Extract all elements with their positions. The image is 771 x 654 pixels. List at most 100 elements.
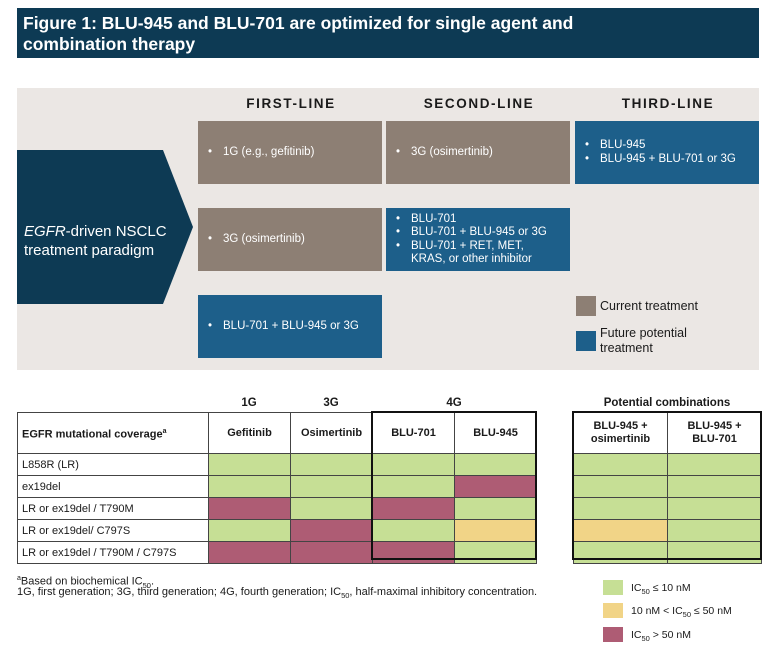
row-label: LR or ex19del / T790M <box>17 497 209 520</box>
coverage-cell-blu-945 <box>454 453 537 476</box>
box-bullet: 3G (osimertinib) <box>208 233 305 247</box>
combo-row <box>573 453 762 476</box>
combo-cell-blu945-osimertinib <box>573 541 668 564</box>
coverage-cell-gefitinib <box>208 453 291 476</box>
group-label-3g: 3G <box>323 397 339 409</box>
header-blu945-osimertinib: BLU-945 + osimertinib <box>573 412 668 454</box>
combo-row <box>573 519 762 542</box>
footnote-a: aBased on biochemical IC50. <box>17 575 154 590</box>
table-row: LR or ex19del / T790M / C797S <box>17 541 537 564</box>
combo-row <box>573 541 762 564</box>
combo-cell-blu945-osimertinib <box>573 475 668 498</box>
coverage-cell-gefitinib <box>208 475 291 498</box>
combo-cell-blu945-osimertinib <box>573 497 668 520</box>
box-bullet: BLU-701 + RET, MET, <box>396 240 547 254</box>
row-label: L858R (LR) <box>17 453 209 476</box>
box-bullet: BLU-701 + BLU-945 or 3G <box>396 226 547 240</box>
coverage-cell-osimertinib <box>290 475 373 498</box>
figure-title-line2: combination therapy <box>23 34 196 54</box>
coverage-cell-osimertinib <box>290 541 373 564</box>
coverage-cell-osimertinib <box>290 497 373 520</box>
combo-header-row: BLU-945 + osimertinib BLU-945 + BLU-701 <box>573 412 762 454</box>
legend-yellow-swatch <box>603 603 623 618</box>
table-header-row: EGFR mutational coveragea Gefitinib Osim… <box>17 412 537 454</box>
column-header-second-line: SECOND-LINE <box>423 96 535 111</box>
row-label: LR or ex19del / T790M / C797S <box>17 541 209 564</box>
header-osimertinib: Osimertinib <box>290 412 373 454</box>
coverage-cell-blu-945 <box>454 541 537 564</box>
box-first-line-r3: BLU-701 + BLU-945 or 3G <box>198 295 382 358</box>
box-first-line-r2: 3G (osimertinib) <box>198 208 382 271</box>
column-header-first-line: FIRST-LINE <box>246 96 336 111</box>
combo-cell-blu945-blu701 <box>667 519 762 542</box>
coverage-cell-blu-945 <box>454 497 537 520</box>
group-label-potential-combinations: Potential combinations <box>603 397 731 409</box>
table-row: L858R (LR) <box>17 453 537 476</box>
row-label: LR or ex19del/ C797S <box>17 519 209 542</box>
coverage-table: EGFR mutational coveragea Gefitinib Osim… <box>17 412 537 564</box>
combination-table-body <box>573 453 762 564</box>
box-bullet: BLU-701 <box>396 213 547 227</box>
row-label: ex19del <box>17 475 209 498</box>
combo-cell-blu945-blu701 <box>667 497 762 520</box>
coverage-cell-blu-701 <box>372 519 455 542</box>
legend-green-swatch <box>603 580 623 595</box>
coverage-cell-osimertinib <box>290 519 373 542</box>
combo-row <box>573 475 762 498</box>
coverage-cell-blu-945 <box>454 475 537 498</box>
paradigm-arrow <box>17 150 193 304</box>
figure-title: Figure 1: BLU-945 and BLU-701 are optimi… <box>17 8 759 58</box>
legend-future-swatch <box>576 331 596 351</box>
header-blu945-blu701: BLU-945 + BLU-701 <box>667 412 762 454</box>
coverage-cell-gefitinib <box>208 541 291 564</box>
box-bullet: 1G (e.g., gefitinib) <box>208 146 314 160</box>
coverage-cell-blu-701 <box>372 541 455 564</box>
coverage-cell-blu-701 <box>372 453 455 476</box>
box-bullet: BLU-945 + BLU-701 or 3G <box>585 153 736 167</box>
coverage-cell-gefitinib <box>208 519 291 542</box>
legend-current-swatch <box>576 296 596 316</box>
legend-red-swatch <box>603 627 623 642</box>
box-bullet-continued: KRAS, or other inhibitor <box>411 253 532 265</box>
box-bullet: BLU-945 <box>585 139 736 153</box>
header-blu-945: BLU-945 <box>454 412 537 454</box>
column-header-third-line: THIRD-LINE <box>621 96 715 111</box>
legend-future-label: Future potential treatment <box>600 326 687 355</box>
combo-cell-blu945-blu701 <box>667 453 762 476</box>
coverage-cell-blu-701 <box>372 475 455 498</box>
arrow-label-line2: treatment paradigm <box>24 242 155 259</box>
legend-red-label: IC50 > 50 nM <box>631 629 691 644</box>
combination-table: BLU-945 + osimertinib BLU-945 + BLU-701 <box>573 412 762 564</box>
combo-cell-blu945-osimertinib <box>573 519 668 542</box>
coverage-table-body: L858R (LR) ex19del LR or ex19del / T790M LR… <box>17 453 537 564</box>
header-blu-701: BLU-701 <box>372 412 455 454</box>
footnote-abbreviations: 1G, first generation; 3G, third generati… <box>17 586 538 601</box>
table-row: LR or ex19del/ C797S <box>17 519 537 542</box>
header-coverage: EGFR mutational coveragea <box>17 412 209 454</box>
figure-title-line1: Figure 1: BLU-945 and BLU-701 are optimi… <box>23 13 574 33</box>
coverage-cell-gefitinib <box>208 497 291 520</box>
combo-cell-blu945-osimertinib <box>573 453 668 476</box>
coverage-cell-blu-701 <box>372 497 455 520</box>
legend-current-label: Current treatment <box>600 299 698 313</box>
arrow-label-rest: -driven NSCLC <box>65 223 167 240</box>
coverage-cell-osimertinib <box>290 453 373 476</box>
combo-cell-blu945-blu701 <box>667 541 762 564</box>
box-second-line-r1: 3G (osimertinib) <box>386 121 570 184</box>
legend-green-label: IC50 ≤ 10 nM <box>631 582 691 597</box>
box-bullet: 3G (osimertinib) <box>396 146 493 160</box>
box-third-line-r1: BLU-945 BLU-945 + BLU-701 or 3G <box>575 121 759 184</box>
paradigm-arrow-label: EGFR-driven NSCLC treatment paradigm <box>24 222 174 260</box>
coverage-cell-blu-945 <box>454 519 537 542</box>
table-row: ex19del <box>17 475 537 498</box>
box-first-line-r1: 1G (e.g., gefitinib) <box>198 121 382 184</box>
box-bullet: BLU-701 + BLU-945 or 3G <box>208 320 359 334</box>
group-label-1g: 1G <box>241 397 257 409</box>
box-second-line-r2: BLU-701 BLU-701 + BLU-945 or 3G BLU-701 … <box>386 208 570 271</box>
header-gefitinib: Gefitinib <box>208 412 291 454</box>
arrow-label-egfr: EGFR <box>24 223 66 240</box>
group-label-4g: 4G <box>446 397 462 409</box>
legend-yellow-label: 10 nM < IC50 ≤ 50 nM <box>631 605 732 620</box>
combo-row <box>573 497 762 520</box>
combo-cell-blu945-blu701 <box>667 475 762 498</box>
